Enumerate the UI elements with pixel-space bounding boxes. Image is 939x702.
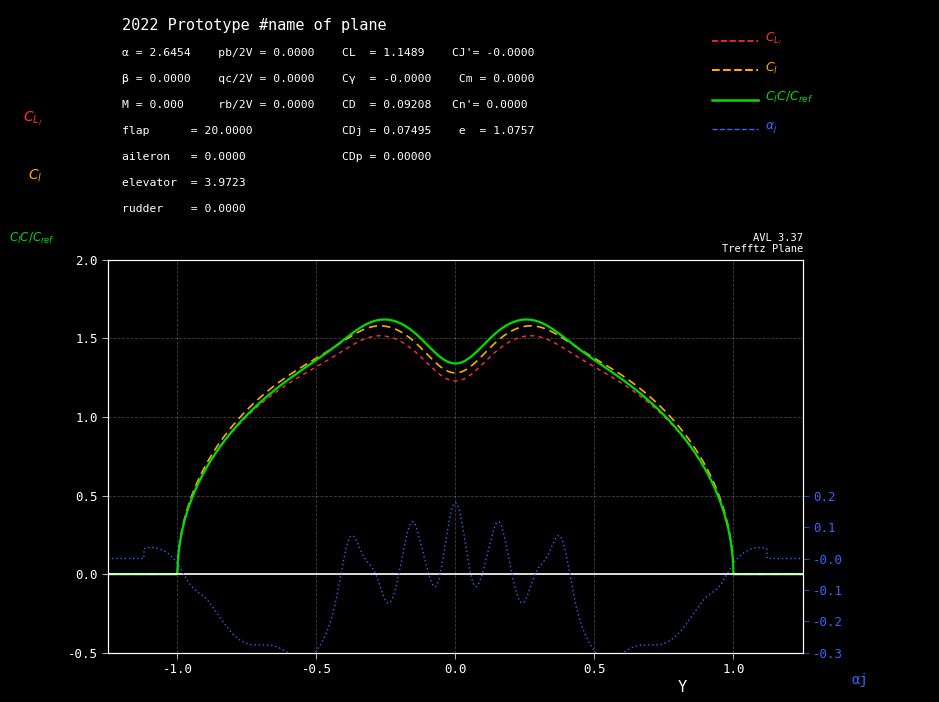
Text: $C_{L_l}$: $C_{L_l}$	[23, 110, 42, 128]
Text: aileron   = 0.0000              CDp = 0.00000: aileron = 0.0000 CDp = 0.00000	[122, 152, 431, 161]
Text: elevator  = 3.9723: elevator = 3.9723	[122, 178, 246, 187]
Text: rudder    = 0.0000: rudder = 0.0000	[122, 204, 246, 213]
Text: $C_{L_l}$: $C_{L_l}$	[765, 30, 782, 47]
Text: β = 0.0000    qc/2V = 0.0000    Cγ  = -0.0000    Cm = 0.0000: β = 0.0000 qc/2V = 0.0000 Cγ = -0.0000 C…	[122, 74, 534, 84]
Text: α = 2.6454    pb/2V = 0.0000    CL  = 1.1489    CJ'= -0.0000: α = 2.6454 pb/2V = 0.0000 CL = 1.1489 CJ…	[122, 48, 534, 58]
Text: AVL 3.37
Trefftz Plane: AVL 3.37 Trefftz Plane	[721, 232, 803, 254]
Text: αj: αj	[852, 673, 869, 687]
Text: Y: Y	[678, 680, 687, 696]
Text: flap      = 20.0000             CDj = 0.07495    e  = 1.0757: flap = 20.0000 CDj = 0.07495 e = 1.0757	[122, 126, 534, 135]
Text: $C_l C/C_{ref}$: $C_l C/C_{ref}$	[9, 231, 55, 246]
Text: $C_l$: $C_l$	[765, 60, 778, 76]
Text: $C_l$: $C_l$	[28, 167, 42, 184]
Text: $C_l C/C_{ref}$: $C_l C/C_{ref}$	[765, 90, 813, 105]
Text: $\alpha_j$: $\alpha_j$	[765, 119, 777, 135]
Text: 2022 Prototype #name of plane: 2022 Prototype #name of plane	[122, 18, 387, 32]
Text: M = 0.000     rb/2V = 0.0000    CD  = 0.09208   Cn'= 0.0000: M = 0.000 rb/2V = 0.0000 CD = 0.09208 Cn…	[122, 100, 528, 110]
